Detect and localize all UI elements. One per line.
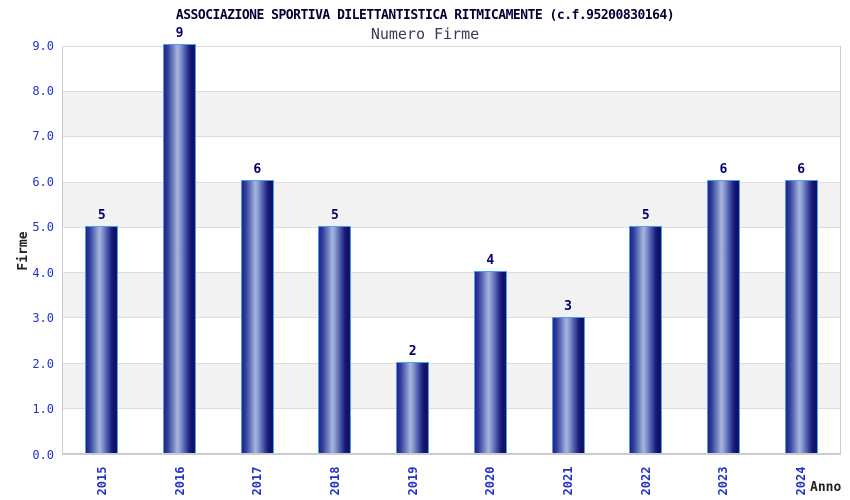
y-tick-label: 7.0	[32, 129, 54, 144]
y-tick-label: 2.0	[32, 356, 54, 371]
x-tick-label: 2023	[716, 466, 731, 496]
y-tick-label: 4.0	[32, 265, 54, 280]
y-tick-label: 5.0	[32, 220, 54, 235]
bar-2018	[318, 225, 352, 453]
bar-value-label: 3	[564, 298, 572, 314]
x-tick-label: 2021	[561, 466, 576, 496]
bars-layer: 5 9 6 5 2 4 3 5 6 6	[63, 27, 840, 453]
bar-2015	[85, 225, 119, 453]
y-tick-label: 6.0	[32, 174, 54, 189]
x-axis-title: Anno	[810, 480, 842, 495]
bar-2016	[163, 44, 197, 453]
y-tick-label: 8.0	[32, 83, 54, 98]
bar-2024	[784, 180, 818, 453]
chart-title: ASSOCIAZIONE SPORTIVA DILETTANTISTICA RI…	[175, 8, 675, 23]
bar-2017	[240, 180, 274, 453]
x-tick-label: 2024	[794, 466, 809, 496]
chart-subtitle: Numero Firme	[370, 25, 480, 43]
bar-2022	[629, 225, 663, 453]
y-tick-label: 1.0	[32, 402, 54, 417]
bar-2021	[551, 316, 585, 453]
x-tick-label: 2015	[94, 466, 109, 496]
x-tick-label: 2019	[405, 466, 420, 496]
bar-value-label: 2	[408, 344, 417, 360]
bar-value-label: 6	[719, 162, 728, 178]
y-tick-label: 9.0	[32, 38, 54, 53]
bar-2019	[396, 362, 430, 453]
x-tick-label: 2016	[172, 466, 187, 496]
bar-value-label: 9	[175, 26, 184, 41]
y-tick-label: 0.0	[32, 447, 54, 462]
x-tick-label: 2017	[250, 466, 265, 496]
bar-value-label: 6	[797, 162, 806, 178]
bar-value-label: 4	[486, 253, 495, 269]
y-tick-label: 3.0	[32, 311, 54, 326]
bar-value-label: 5	[97, 207, 106, 223]
bar-value-label: 5	[641, 207, 650, 223]
plot-area: 5 9 6 5 2 4 3 5 6 6	[62, 27, 841, 455]
x-tick-label: 2020	[483, 466, 498, 496]
bar-2020	[473, 271, 507, 453]
x-tick-label: 2018	[327, 466, 342, 496]
x-tick-label: 2022	[638, 466, 653, 496]
bar-value-label: 6	[253, 162, 262, 178]
bar-2023	[706, 180, 740, 453]
bar-value-label: 5	[331, 207, 339, 223]
